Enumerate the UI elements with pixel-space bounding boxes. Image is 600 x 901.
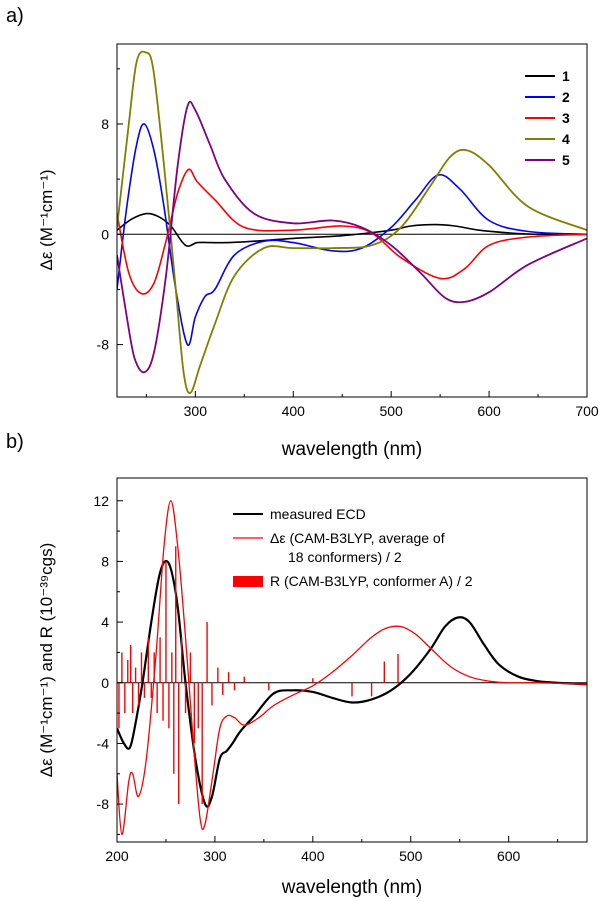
panel-b-legend: measured ECD Δε (CAM-B3LYP, average of 1… <box>233 506 473 589</box>
legend-label-rotatory-strength: R (CAM-B3LYP, conformer A) / 2 <box>270 573 473 589</box>
a-series-4-line <box>117 50 587 394</box>
panel-a-label: a) <box>6 5 24 27</box>
panel-b-frame <box>116 477 588 843</box>
a-y-tick-label: 8 <box>101 116 109 132</box>
b-y-tick-label: 12 <box>93 493 109 509</box>
legend-label-5: 5 <box>562 152 570 168</box>
panel-b: b) 200 300 400 500 600 -8 -4 0 4 8 12 measured ECD… <box>6 431 588 898</box>
panel-a-axes: 300 400 500 600 700 -8 0 8 <box>97 68 599 419</box>
legend-label-calculated-1: Δε (CAM-B3LYP, average of <box>270 530 445 546</box>
a-y-tick-label: 0 <box>101 226 109 242</box>
b-x-tick-label: 300 <box>203 848 227 864</box>
legend-label-calculated-2: 18 conformers) / 2 <box>288 549 402 565</box>
legend-swatch-rotatory-strength <box>233 576 263 587</box>
panel-a: a) 300 400 500 600 700 -8 0 8 1 2 3 4 5 wavelength … <box>6 5 599 460</box>
panel-b-xlabel: wavelength (nm) <box>281 877 422 898</box>
legend-label-measured: measured ECD <box>270 506 366 522</box>
b-y-tick-label: 0 <box>101 675 109 691</box>
panel-a-ylabel: Δε (M⁻¹cm⁻¹) <box>37 169 56 270</box>
panel-b-curves <box>117 500 587 836</box>
panel-b-label: b) <box>6 431 24 453</box>
a-series-3-line <box>117 168 587 295</box>
panel-b-ylabel: Δε (M⁻¹cm⁻¹) and R (10⁻³⁹cgs) <box>37 543 56 777</box>
b-y-tick-label: 8 <box>101 553 109 569</box>
a-x-tick-label: 400 <box>282 403 306 419</box>
a-y-tick-label: -8 <box>97 337 110 353</box>
legend-label-3: 3 <box>562 110 570 126</box>
b-y-tick-label: 4 <box>101 614 109 630</box>
panel-a-curves <box>117 50 587 394</box>
panel-a-xlabel: wavelength (nm) <box>281 439 422 460</box>
rotatory-strength-sticks <box>118 546 399 805</box>
a-x-tick-label: 600 <box>477 403 501 419</box>
panel-a-legend: 1 2 3 4 5 <box>525 68 570 168</box>
b-x-tick-label: 500 <box>399 848 423 864</box>
b-x-tick-label: 200 <box>105 848 129 864</box>
legend-label-2: 2 <box>562 89 570 105</box>
legend-label-4: 4 <box>562 131 570 147</box>
a-x-tick-label: 700 <box>575 403 599 419</box>
a-x-tick-label: 300 <box>184 403 208 419</box>
b-series-1-line <box>117 559 587 808</box>
panel-a-frame <box>116 43 588 398</box>
a-series-5-line <box>117 100 587 374</box>
b-x-tick-label: 600 <box>497 848 521 864</box>
b-y-tick-label: -8 <box>97 796 110 812</box>
b-x-tick-label: 400 <box>301 848 325 864</box>
a-series-2-line <box>117 123 587 346</box>
a-x-tick-label: 500 <box>379 403 403 419</box>
b-y-tick-label: -4 <box>97 735 110 751</box>
legend-label-1: 1 <box>562 68 570 84</box>
panel-b-axes: 200 300 400 500 600 -8 -4 0 4 8 12 <box>93 493 559 864</box>
